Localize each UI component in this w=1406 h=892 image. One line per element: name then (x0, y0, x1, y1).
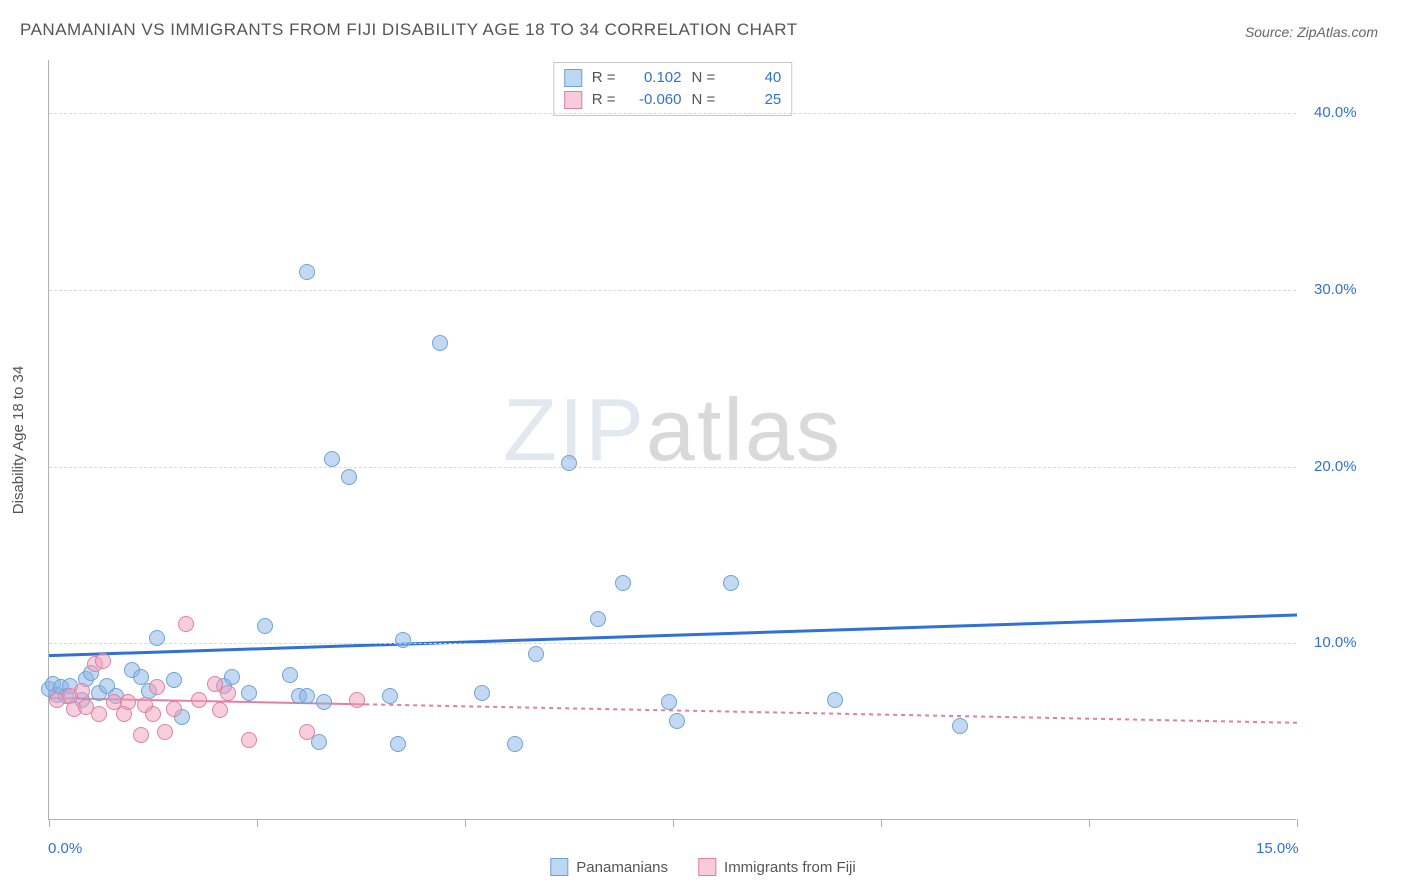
data-point (191, 692, 207, 708)
grid-line (49, 113, 1296, 114)
x-tick-label: 15.0% (1256, 840, 1299, 857)
data-point (257, 618, 273, 634)
data-point (224, 669, 240, 685)
data-point (95, 653, 111, 669)
data-point (149, 679, 165, 695)
watermark-atlas: atlas (646, 379, 842, 478)
data-point (723, 575, 739, 591)
grid-line (49, 290, 1296, 291)
plot-area: ZIPatlas R = 0.102 N = 40 R = -0.060 N =… (48, 60, 1296, 820)
data-point (241, 732, 257, 748)
x-tick (465, 819, 466, 827)
data-point (212, 702, 228, 718)
data-point (74, 683, 90, 699)
x-tick (1089, 819, 1090, 827)
x-tick (257, 819, 258, 827)
data-point (324, 451, 340, 467)
r-label: R = (592, 89, 616, 111)
data-point (952, 718, 968, 734)
source-attribution: Source: ZipAtlas.com (1245, 24, 1378, 40)
data-point (561, 455, 577, 471)
data-point (390, 736, 406, 752)
data-point (316, 694, 332, 710)
legend-item-fiji: Immigrants from Fiji (698, 858, 856, 876)
data-point (120, 694, 136, 710)
swatch-icon (564, 91, 582, 109)
y-tick-label: 40.0% (1314, 104, 1357, 121)
y-tick-label: 20.0% (1314, 458, 1357, 475)
data-point (590, 611, 606, 627)
data-point (282, 667, 298, 683)
data-point (615, 575, 631, 591)
data-point (827, 692, 843, 708)
swatch-icon (550, 858, 568, 876)
legend-label: Panamanians (576, 859, 668, 876)
data-point (299, 264, 315, 280)
data-point (349, 692, 365, 708)
data-point (178, 616, 194, 632)
y-tick-label: 10.0% (1314, 634, 1357, 651)
data-point (661, 694, 677, 710)
y-tick-label: 30.0% (1314, 281, 1357, 298)
data-point (299, 688, 315, 704)
data-point (145, 706, 161, 722)
data-point (220, 685, 236, 701)
r-value: -0.060 (626, 89, 682, 111)
n-label: N = (692, 67, 716, 89)
grid-line (49, 643, 1296, 644)
data-point (133, 727, 149, 743)
swatch-icon (564, 69, 582, 87)
x-tick (673, 819, 674, 827)
trend-line (49, 615, 1297, 656)
series-legend: Panamanians Immigrants from Fiji (550, 858, 855, 876)
y-axis-label: Disability Age 18 to 34 (10, 366, 27, 514)
data-point (91, 706, 107, 722)
data-point (157, 724, 173, 740)
stats-row-panamanians: R = 0.102 N = 40 (564, 67, 782, 89)
data-point (432, 335, 448, 351)
legend-label: Immigrants from Fiji (724, 859, 856, 876)
stats-row-fiji: R = -0.060 N = 25 (564, 89, 782, 111)
legend-item-panamanians: Panamanians (550, 858, 668, 876)
n-label: N = (692, 89, 716, 111)
data-point (474, 685, 490, 701)
watermark: ZIPatlas (503, 378, 842, 480)
swatch-icon (698, 858, 716, 876)
x-tick (881, 819, 882, 827)
data-point (395, 632, 411, 648)
data-point (166, 701, 182, 717)
data-point (311, 734, 327, 750)
data-point (669, 713, 685, 729)
r-label: R = (592, 67, 616, 89)
data-point (382, 688, 398, 704)
grid-line (49, 467, 1296, 468)
data-point (528, 646, 544, 662)
data-point (507, 736, 523, 752)
x-tick-label: 0.0% (48, 840, 82, 857)
data-point (341, 469, 357, 485)
chart-title: PANAMANIAN VS IMMIGRANTS FROM FIJI DISAB… (20, 20, 798, 40)
x-tick (1297, 819, 1298, 827)
stats-legend: R = 0.102 N = 40 R = -0.060 N = 25 (553, 62, 793, 116)
n-value: 40 (725, 67, 781, 89)
data-point (241, 685, 257, 701)
n-value: 25 (725, 89, 781, 111)
x-tick (49, 819, 50, 827)
data-point (149, 630, 165, 646)
data-point (299, 724, 315, 740)
data-point (166, 672, 182, 688)
r-value: 0.102 (626, 67, 682, 89)
